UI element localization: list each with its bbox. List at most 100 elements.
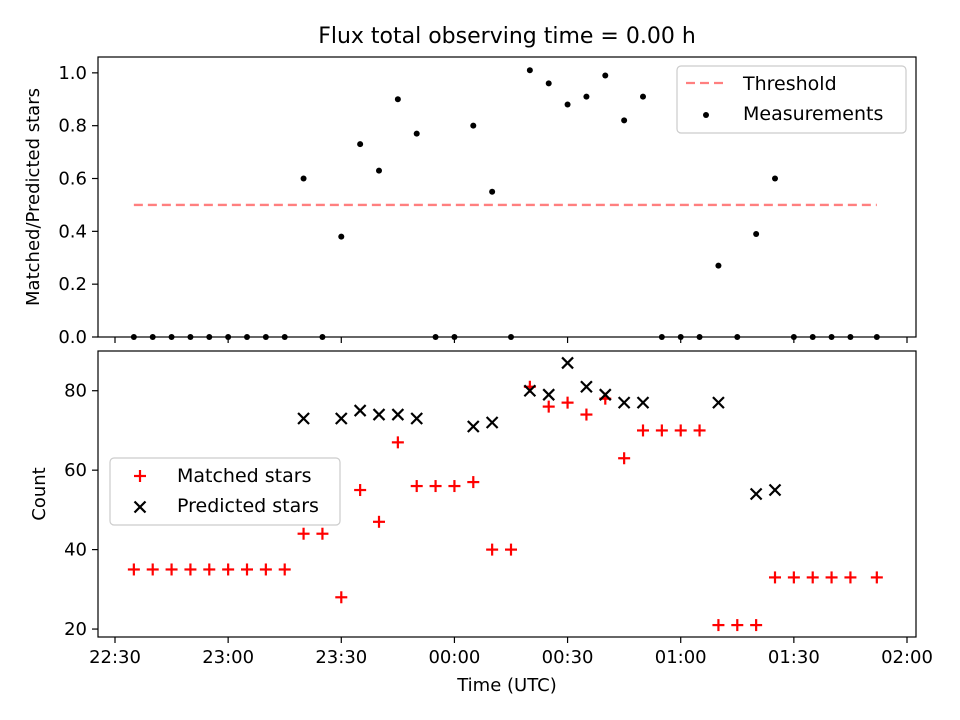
matched-star-point: [354, 484, 367, 497]
matched-star-point: [410, 480, 423, 493]
top-axis-ticks: 0.0 0.2 0.4 0.6 0.8 1.0: [58, 63, 908, 348]
matched-star-point: [467, 476, 480, 489]
matched-star-point: [184, 563, 197, 576]
measurement-point: [394, 96, 401, 103]
top-y-tick-label: 1.0: [58, 63, 87, 84]
x-tick-label: 23:30: [315, 647, 367, 668]
bottom-axes-frame: [97, 350, 917, 638]
top-y-tick-label: 0.8: [58, 116, 87, 137]
top-legend: Threshold Measurements: [676, 65, 907, 134]
predicted-star-point: [749, 487, 763, 501]
measurement-point: [753, 230, 760, 237]
predicted-star-point: [297, 412, 310, 425]
bottom-y-tick-label: 40: [64, 540, 87, 561]
predicted-star-point: [523, 384, 537, 398]
predicted-star-point: [580, 380, 593, 394]
matched-star-point: [674, 424, 687, 437]
bottom-legend-box: [109, 457, 341, 526]
matched-star-point: [731, 619, 744, 632]
measurement-point: [413, 130, 420, 137]
matched-star-point: [486, 543, 499, 556]
matched-star-point: [561, 396, 574, 409]
legend-matched-label: Matched stars: [177, 465, 311, 487]
predicted-star-point: [599, 388, 612, 401]
matched-star-point: [391, 436, 404, 449]
x-tick-label: 23:00: [202, 647, 254, 668]
matched-star-point: [806, 571, 819, 584]
matched-star-point: [825, 571, 838, 584]
x-axis-label: Time (UTC): [456, 675, 557, 696]
matched-star-point: [222, 563, 235, 576]
measurement-point: [338, 233, 345, 240]
matched-star-point: [127, 563, 140, 576]
predicted-star-point: [542, 388, 555, 401]
matched-star-point: [769, 571, 781, 584]
measurement-point: [715, 262, 722, 269]
matched-star-point: [580, 408, 593, 421]
legend-threshold-label: Threshold: [742, 73, 837, 95]
legend-predicted-marker: [133, 500, 147, 514]
top-y-tick-label: 0.2: [58, 274, 87, 295]
measurement-point: [564, 101, 571, 108]
matched-star-point: [429, 480, 442, 493]
top-y-tick-label: 0.6: [58, 169, 87, 190]
predicted-star-point: [467, 420, 480, 433]
predicted-star-point: [712, 396, 725, 409]
legend-plus-glyph: [134, 470, 146, 482]
measurement-point: [489, 188, 496, 195]
x-tick-label: 00:00: [428, 647, 480, 668]
bottom-y-tick-label: 80: [64, 381, 87, 402]
predicted-star-point: [372, 408, 386, 421]
matched-star-point: [655, 424, 668, 437]
legend-measurements-label: Measurements: [743, 103, 883, 125]
bottom-y-tick-label: 60: [64, 460, 87, 481]
matched-star-point: [693, 424, 706, 437]
bottom-axis-ticks: 20 40 60 80 22:30 23:00 23:30 00:00 00:30 01:00 01…: [64, 381, 933, 668]
x-tick-label: 00:30: [542, 647, 594, 668]
bottom-plot-area: [127, 356, 883, 632]
measurement-point: [357, 141, 364, 148]
matched-star-point: [637, 424, 649, 437]
matched-star-point: [316, 527, 329, 540]
top-y-tick-label: 0.4: [58, 221, 87, 242]
matched-star-point: [505, 543, 517, 556]
matched-star-point: [712, 619, 725, 632]
predicted-star-point: [335, 412, 348, 425]
measurement-point: [470, 122, 477, 129]
matched-star-point: [203, 563, 216, 576]
measurement-point: [583, 93, 590, 100]
top-legend-box: [676, 65, 907, 134]
matched-star-point: [373, 515, 385, 528]
matched-star-point: [241, 563, 253, 576]
matched-star-point: [278, 563, 291, 576]
matched-star-point: [618, 452, 631, 465]
predicted-star-point: [561, 356, 574, 370]
measurement-point: [772, 175, 778, 182]
x-tick-label: 02:00: [881, 647, 933, 668]
legend-matched-marker: [134, 470, 146, 482]
x-tick-label: 01:00: [655, 647, 707, 668]
top-y-axis-label: Matched/Predicted stars: [23, 88, 44, 306]
matched-star-point: [146, 563, 159, 576]
x-tick-label: 01:30: [768, 647, 820, 668]
x-tick-label: 22:30: [89, 647, 141, 668]
chart-title: Flux total observing time = 0.00 h: [318, 24, 696, 49]
predicted-star-point: [353, 404, 367, 417]
matched-star-point: [259, 563, 272, 576]
predicted-star-point: [485, 416, 499, 429]
top-y-tick-label: 0.0: [58, 327, 87, 348]
measurement-point: [376, 167, 382, 174]
matched-star-point: [787, 571, 800, 584]
predicted-star-point: [636, 396, 650, 409]
legend-x-glyph: [133, 500, 147, 514]
top-axes-frame: [97, 56, 917, 338]
bottom-y-tick-label: 20: [64, 619, 87, 640]
matched-star-point: [448, 480, 461, 493]
predicted-star-point: [410, 412, 423, 425]
measurement-point: [621, 117, 628, 124]
bottom-legend: Matched stars Predicted stars: [109, 457, 341, 526]
predicted-star-point: [617, 396, 631, 409]
matched-star-point: [335, 591, 348, 604]
predicted-star-point: [768, 483, 782, 497]
